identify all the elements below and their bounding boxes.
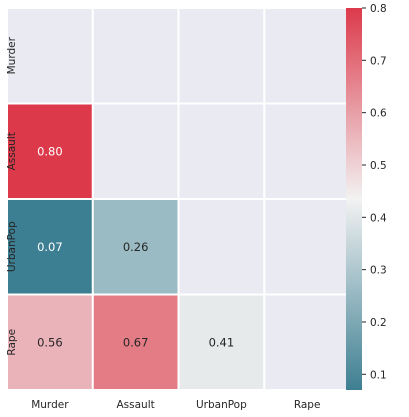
masked-cell bbox=[92, 8, 179, 104]
x-tick-label: Assault bbox=[117, 399, 155, 411]
masked-cell bbox=[7, 8, 93, 104]
x-tick-label: Rape bbox=[294, 399, 321, 411]
y-tick-label: UrbanPop bbox=[6, 221, 18, 272]
y-tick-label: Assault bbox=[6, 132, 18, 170]
heatmap-cell-rape-assault bbox=[92, 294, 179, 390]
masked-cell bbox=[264, 103, 350, 199]
x-tick-label: UrbanPop bbox=[196, 399, 247, 411]
colorbar-tick-label: 0.7 bbox=[370, 55, 387, 67]
heatmap-cell-urbanpop-assault bbox=[92, 199, 179, 295]
colorbar-tick-label: 0.4 bbox=[370, 212, 387, 224]
masked-cell bbox=[178, 199, 265, 295]
colorbar-tick-label: 0.1 bbox=[370, 369, 387, 381]
y-tick-label: Rape bbox=[6, 329, 18, 356]
colorbar-gradient bbox=[346, 8, 362, 390]
masked-cell bbox=[178, 103, 265, 199]
masked-cell bbox=[264, 199, 350, 295]
heatmap-cell-assault-murder bbox=[7, 103, 93, 199]
heatmap-annotations: 0.80 0.07 0.26 0.56 0.67 0.41 bbox=[37, 144, 234, 349]
cell-value-label: 0.80 bbox=[37, 144, 63, 158]
x-tick-label: Murder bbox=[31, 399, 69, 411]
heatmap-cell-rape-urbanpop bbox=[178, 294, 265, 390]
cell-value-label: 0.56 bbox=[37, 335, 63, 349]
x-tick-labels: Murder Assault UrbanPop Rape bbox=[31, 399, 320, 411]
cell-value-label: 0.41 bbox=[209, 335, 235, 349]
cell-value-label: 0.07 bbox=[37, 240, 63, 254]
colorbar-tick-label: 0.5 bbox=[370, 160, 387, 172]
colorbar-tick-label: 0.2 bbox=[370, 317, 387, 329]
cell-value-label: 0.67 bbox=[123, 335, 149, 349]
heatmap-cell-urbanpop-murder bbox=[7, 199, 93, 295]
colorbar-tick-label: 0.8 bbox=[370, 3, 387, 15]
heatmap-cell-rape-murder bbox=[7, 294, 93, 390]
colorbar: 0.1 0.2 0.3 0.4 0.5 0.6 0.7 0.8 bbox=[346, 3, 387, 390]
masked-cell bbox=[264, 294, 350, 390]
masked-cell bbox=[92, 103, 179, 199]
y-tick-labels: Murder Assault UrbanPop Rape bbox=[6, 36, 18, 355]
masked-cell bbox=[264, 8, 350, 104]
cell-value-label: 0.26 bbox=[123, 240, 149, 254]
y-tick-label: Murder bbox=[6, 36, 18, 74]
colorbar-tick-label: 0.6 bbox=[370, 108, 387, 120]
colorbar-tick-label: 0.3 bbox=[370, 265, 387, 277]
heatmap-cells bbox=[7, 8, 350, 390]
masked-cell bbox=[178, 8, 265, 104]
